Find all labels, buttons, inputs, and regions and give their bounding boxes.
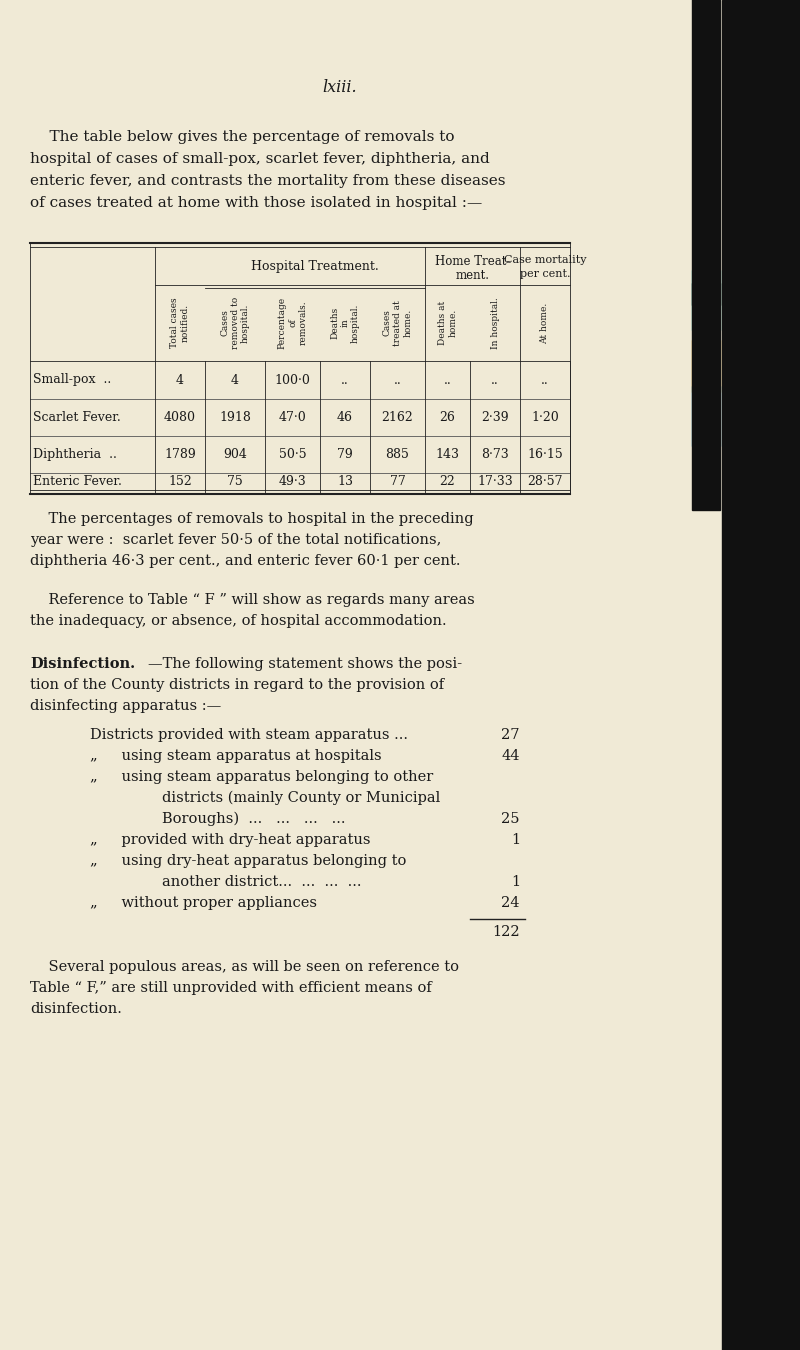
Text: „   without proper appliances: „ without proper appliances <box>90 896 317 910</box>
Text: ..: .. <box>541 374 549 386</box>
Text: 1789: 1789 <box>164 448 196 460</box>
Text: Districts provided with steam apparatus ...: Districts provided with steam apparatus … <box>90 728 408 743</box>
Text: Enteric Fever.: Enteric Fever. <box>33 475 122 487</box>
Text: The table below gives the percentage of removals to: The table below gives the percentage of … <box>30 130 454 144</box>
Text: enteric fever, and contrasts the mortality from these diseases: enteric fever, and contrasts the mortali… <box>30 174 506 188</box>
Text: 8·73: 8·73 <box>481 448 509 460</box>
Text: hospital of cases of small-pox, scarlet fever, diphtheria, and: hospital of cases of small-pox, scarlet … <box>30 153 490 166</box>
Text: Deaths
in
hospital.: Deaths in hospital. <box>330 304 360 343</box>
Text: ..: .. <box>394 374 402 386</box>
Text: „   using steam apparatus at hospitals: „ using steam apparatus at hospitals <box>90 749 382 763</box>
Text: 24: 24 <box>502 896 520 910</box>
Text: „   using dry-heat apparatus belonging to: „ using dry-heat apparatus belonging to <box>90 855 406 868</box>
Text: Deaths at
home.: Deaths at home. <box>438 301 458 346</box>
Bar <box>692 270 720 329</box>
Bar <box>722 0 800 1350</box>
Text: disinfection.: disinfection. <box>30 1002 122 1017</box>
Text: the inadequacy, or absence, of hospital accommodation.: the inadequacy, or absence, of hospital … <box>30 614 446 628</box>
Text: 4: 4 <box>176 374 184 386</box>
Text: districts (mainly County or Municipal: districts (mainly County or Municipal <box>162 791 440 806</box>
Text: 79: 79 <box>337 448 353 460</box>
Text: At home.: At home. <box>541 302 550 344</box>
Text: 100·0: 100·0 <box>274 374 310 386</box>
Text: Hospital Treatment.: Hospital Treatment. <box>251 261 379 273</box>
Text: 904: 904 <box>223 448 247 460</box>
Text: diphtheria 46·3 per cent., and enteric fever 60·1 per cent.: diphtheria 46·3 per cent., and enteric f… <box>30 554 461 568</box>
Text: Scarlet Fever.: Scarlet Fever. <box>33 410 121 424</box>
Text: „   provided with dry-heat apparatus: „ provided with dry-heat apparatus <box>90 833 370 846</box>
Text: 28·57: 28·57 <box>527 475 562 487</box>
Text: ..: .. <box>491 374 499 386</box>
Text: 75: 75 <box>227 475 243 487</box>
Text: Disinfection.: Disinfection. <box>30 657 135 671</box>
Text: 77: 77 <box>390 475 406 487</box>
Text: 27: 27 <box>502 728 520 743</box>
Text: „   using steam apparatus belonging to other: „ using steam apparatus belonging to oth… <box>90 769 434 784</box>
Text: 25: 25 <box>502 811 520 826</box>
Text: In hospital.: In hospital. <box>490 297 499 348</box>
Bar <box>692 284 720 305</box>
Text: Small-pox  ..: Small-pox .. <box>33 374 111 386</box>
Text: ..: .. <box>341 374 349 386</box>
Text: 1·20: 1·20 <box>531 410 559 424</box>
Text: Reference to Table “ F ” will show as regards many areas: Reference to Table “ F ” will show as re… <box>30 593 474 608</box>
Text: 122: 122 <box>492 925 520 940</box>
Bar <box>692 340 720 391</box>
Text: Percentage
of
removals.: Percentage of removals. <box>278 297 307 350</box>
Text: 50·5: 50·5 <box>278 448 306 460</box>
Text: 47·0: 47·0 <box>278 410 306 424</box>
Text: 143: 143 <box>435 448 459 460</box>
Text: 22: 22 <box>440 475 455 487</box>
Text: 885: 885 <box>386 448 410 460</box>
Text: disinfecting apparatus :—: disinfecting apparatus :— <box>30 699 222 713</box>
Text: Several populous areas, as will be seen on reference to: Several populous areas, as will be seen … <box>30 960 459 973</box>
Text: 17·33: 17·33 <box>477 475 513 487</box>
Text: of cases treated at home with those isolated in hospital :—: of cases treated at home with those isol… <box>30 196 482 211</box>
Text: 2·39: 2·39 <box>481 410 509 424</box>
Text: per cent.: per cent. <box>520 269 570 279</box>
Text: Diphtheria  ..: Diphtheria .. <box>33 448 117 460</box>
Text: 1: 1 <box>511 875 520 890</box>
Text: tion of the County districts in regard to the provision of: tion of the County districts in regard t… <box>30 678 444 693</box>
Text: Home Treat-: Home Treat- <box>435 255 510 269</box>
Text: 49·3: 49·3 <box>278 475 306 487</box>
Text: 46: 46 <box>337 410 353 424</box>
Text: year were :  scarlet fever 50·5 of the total notifications,: year were : scarlet fever 50·5 of the to… <box>30 533 442 547</box>
Text: 2162: 2162 <box>382 410 414 424</box>
Text: Total cases
notified.: Total cases notified. <box>170 298 190 348</box>
Text: Table “ F,” are still unprovided with efficient means of: Table “ F,” are still unprovided with ef… <box>30 981 432 995</box>
Text: 44: 44 <box>502 749 520 763</box>
Text: another district...  ...  ...  ...: another district... ... ... ... <box>162 875 362 890</box>
Text: The percentages of removals to hospital in the preceding: The percentages of removals to hospital … <box>30 512 474 526</box>
Text: Case mortality: Case mortality <box>504 255 586 265</box>
Text: ..: .. <box>444 374 451 386</box>
Text: 1: 1 <box>511 833 520 846</box>
Text: 26: 26 <box>439 410 455 424</box>
Text: 13: 13 <box>337 475 353 487</box>
Text: —The following statement shows the posi-: —The following statement shows the posi- <box>148 657 462 671</box>
Text: 4: 4 <box>231 374 239 386</box>
Text: 16·15: 16·15 <box>527 448 563 460</box>
Text: lxiii.: lxiii. <box>322 78 358 96</box>
Bar <box>692 0 720 510</box>
Text: 1918: 1918 <box>219 410 251 424</box>
Text: Cases
removed to
hospital.: Cases removed to hospital. <box>220 297 250 350</box>
Text: ment.: ment. <box>455 269 490 282</box>
Bar <box>692 386 720 446</box>
Text: 152: 152 <box>168 475 192 487</box>
Text: Cases
treated at
home.: Cases treated at home. <box>382 300 413 346</box>
Text: 4080: 4080 <box>164 410 196 424</box>
Text: Boroughs)  ...   ...   ...   ...: Boroughs) ... ... ... ... <box>162 811 346 826</box>
